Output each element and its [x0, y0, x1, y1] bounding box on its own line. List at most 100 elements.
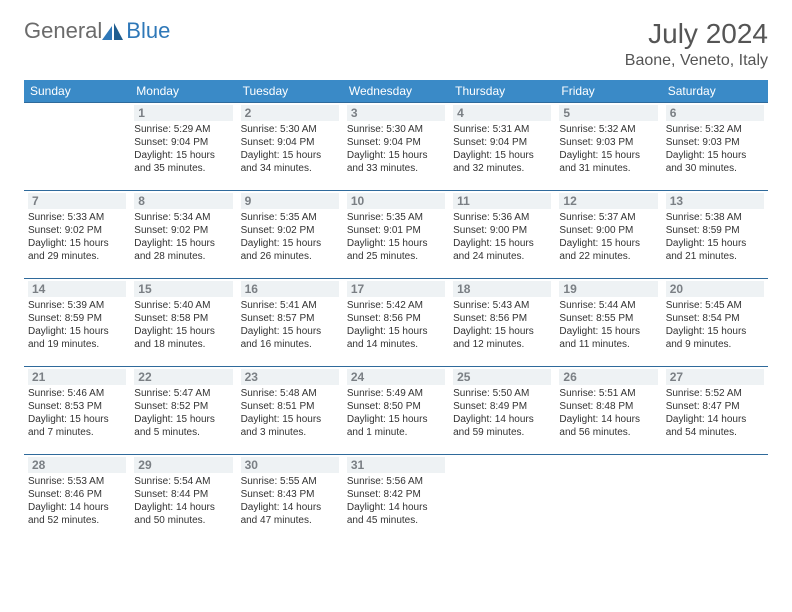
calendar-day-cell: 26 Sunrise: 5:51 AMSunset: 8:48 PMDayligh… [555, 367, 661, 455]
weekday-header: Thursday [449, 80, 555, 103]
day-number: 21 [28, 369, 126, 385]
month-title: July 2024 [625, 18, 768, 50]
day-number: 10 [347, 193, 445, 209]
day-number: 17 [347, 281, 445, 297]
day-number: 29 [134, 457, 232, 473]
calendar-day-cell [449, 455, 555, 543]
day-details: Sunrise: 5:29 AMSunset: 9:04 PMDaylight:… [134, 123, 232, 175]
weekday-header: Sunday [24, 80, 130, 103]
weekday-header: Saturday [662, 80, 768, 103]
calendar-day-cell: 3Sunrise: 5:30 AMSunset: 9:04 PMDaylight… [343, 103, 449, 191]
day-number: 4 [453, 105, 551, 121]
day-number: 11 [453, 193, 551, 209]
day-details: Sunrise: 5:48 AMSunset: 8:51 PMDaylight:… [241, 387, 339, 439]
calendar-day-cell: 23 Sunrise: 5:48 AMSunset: 8:51 PMDayligh… [237, 367, 343, 455]
calendar-day-cell: 5 Sunrise: 5:32 AMSunset: 9:03 PMDaylight… [555, 103, 661, 191]
day-number: 30 [241, 457, 339, 473]
day-number: 19 [559, 281, 657, 297]
calendar-week-row: 14 Sunrise: 5:39 AMSunset: 8:59 PMDayligh… [24, 279, 768, 367]
calendar-day-cell: 12 Sunrise: 5:37 AMSunset: 9:00 PMDayligh… [555, 191, 661, 279]
calendar-day-cell: 19 Sunrise: 5:44 AMSunset: 8:55 PMDayligh… [555, 279, 661, 367]
calendar-body: 1 Sunrise: 5:29 AMSunset: 9:04 PMDaylight… [24, 103, 768, 543]
day-number: 22 [134, 369, 232, 385]
calendar-day-cell: 8 Sunrise: 5:34 AMSunset: 9:02 PMDaylight… [130, 191, 236, 279]
calendar-day-cell: 31 Sunrise: 5:56 AMSunset: 8:42 PMDayligh… [343, 455, 449, 543]
day-number: 1 [134, 105, 232, 121]
calendar-table: SundayMondayTuesdayWednesdayThursdayFrid… [24, 80, 768, 543]
weekday-header: Friday [555, 80, 661, 103]
calendar-day-cell: 16 Sunrise: 5:41 AMSunset: 8:57 PMDayligh… [237, 279, 343, 367]
day-details: Sunrise: 5:46 AMSunset: 8:53 PMDaylight:… [28, 387, 126, 439]
day-details: Sunrise: 5:35 AMSunset: 9:01 PMDaylight:… [347, 211, 445, 263]
day-number: 25 [453, 369, 551, 385]
day-details: Sunrise: 5:56 AMSunset: 8:42 PMDaylight:… [347, 475, 445, 527]
day-number: 12 [559, 193, 657, 209]
day-number: 2 [241, 105, 339, 121]
calendar-day-cell: 24Sunrise: 5:49 AMSunset: 8:50 PMDayligh… [343, 367, 449, 455]
calendar-day-cell: 10 Sunrise: 5:35 AMSunset: 9:01 PMDayligh… [343, 191, 449, 279]
day-number: 27 [666, 369, 764, 385]
calendar-day-cell: 27 Sunrise: 5:52 AMSunset: 8:47 PMDayligh… [662, 367, 768, 455]
day-details: Sunrise: 5:42 AMSunset: 8:56 PMDaylight:… [347, 299, 445, 351]
calendar-day-cell: 22 Sunrise: 5:47 AMSunset: 8:52 PMDayligh… [130, 367, 236, 455]
day-number: 28 [28, 457, 126, 473]
day-number: 3 [347, 105, 445, 121]
day-details: Sunrise: 5:45 AMSunset: 8:54 PMDaylight:… [666, 299, 764, 351]
calendar-day-cell: 21 Sunrise: 5:46 AMSunset: 8:53 PMDayligh… [24, 367, 130, 455]
day-details: Sunrise: 5:53 AMSunset: 8:46 PMDaylight:… [28, 475, 126, 527]
day-details: Sunrise: 5:55 AMSunset: 8:43 PMDaylight:… [241, 475, 339, 527]
day-details: Sunrise: 5:52 AMSunset: 8:47 PMDaylight:… [666, 387, 764, 439]
day-number: 16 [241, 281, 339, 297]
day-details: Sunrise: 5:44 AMSunset: 8:55 PMDaylight:… [559, 299, 657, 351]
calendar-week-row: 1 Sunrise: 5:29 AMSunset: 9:04 PMDaylight… [24, 103, 768, 191]
calendar-day-cell: 28 Sunrise: 5:53 AMSunset: 8:46 PMDayligh… [24, 455, 130, 543]
day-number: 31 [347, 457, 445, 473]
day-number: 14 [28, 281, 126, 297]
day-number: 23 [241, 369, 339, 385]
day-number: 15 [134, 281, 232, 297]
calendar-day-cell: 17 Sunrise: 5:42 AMSunset: 8:56 PMDayligh… [343, 279, 449, 367]
brand-general: General [24, 18, 102, 44]
weekday-header: Tuesday [237, 80, 343, 103]
day-details: Sunrise: 5:31 AMSunset: 9:04 PMDaylight:… [453, 123, 551, 175]
day-number: 18 [453, 281, 551, 297]
calendar-day-cell [24, 103, 130, 191]
brand-sail-icon [102, 23, 124, 41]
calendar-day-cell: 15 Sunrise: 5:40 AMSunset: 8:58 PMDayligh… [130, 279, 236, 367]
day-details: Sunrise: 5:41 AMSunset: 8:57 PMDaylight:… [241, 299, 339, 351]
calendar-day-cell: 29Sunrise: 5:54 AMSunset: 8:44 PMDayligh… [130, 455, 236, 543]
calendar-week-row: 28 Sunrise: 5:53 AMSunset: 8:46 PMDayligh… [24, 455, 768, 543]
day-details: Sunrise: 5:39 AMSunset: 8:59 PMDaylight:… [28, 299, 126, 351]
location: Baone, Veneto, Italy [625, 52, 768, 70]
calendar-day-cell: 7 Sunrise: 5:33 AMSunset: 9:02 PMDaylight… [24, 191, 130, 279]
day-details: Sunrise: 5:33 AMSunset: 9:02 PMDaylight:… [28, 211, 126, 263]
calendar-day-cell [555, 455, 661, 543]
day-details: Sunrise: 5:38 AMSunset: 8:59 PMDaylight:… [666, 211, 764, 263]
calendar-day-cell: 13 Sunrise: 5:38 AMSunset: 8:59 PMDayligh… [662, 191, 768, 279]
day-details: Sunrise: 5:40 AMSunset: 8:58 PMDaylight:… [134, 299, 232, 351]
day-details: Sunrise: 5:32 AMSunset: 9:03 PMDaylight:… [559, 123, 657, 175]
header: General Blue July 2024 Baone, Veneto, It… [24, 18, 768, 70]
day-number: 13 [666, 193, 764, 209]
day-details: Sunrise: 5:47 AMSunset: 8:52 PMDaylight:… [134, 387, 232, 439]
calendar-day-cell: 30 Sunrise: 5:55 AMSunset: 8:43 PMDayligh… [237, 455, 343, 543]
day-details: Sunrise: 5:37 AMSunset: 9:00 PMDaylight:… [559, 211, 657, 263]
day-details: Sunrise: 5:35 AMSunset: 9:02 PMDaylight:… [241, 211, 339, 263]
brand-logo: General Blue [24, 18, 170, 44]
calendar-day-cell: 11Sunrise: 5:36 AMSunset: 9:00 PMDayligh… [449, 191, 555, 279]
day-number: 8 [134, 193, 232, 209]
calendar-day-cell: 1 Sunrise: 5:29 AMSunset: 9:04 PMDaylight… [130, 103, 236, 191]
day-number: 26 [559, 369, 657, 385]
calendar-week-row: 7 Sunrise: 5:33 AMSunset: 9:02 PMDaylight… [24, 191, 768, 279]
day-details: Sunrise: 5:51 AMSunset: 8:48 PMDaylight:… [559, 387, 657, 439]
day-details: Sunrise: 5:50 AMSunset: 8:49 PMDaylight:… [453, 387, 551, 439]
day-number: 20 [666, 281, 764, 297]
calendar-day-cell: 6Sunrise: 5:32 AMSunset: 9:03 PMDaylight… [662, 103, 768, 191]
day-details: Sunrise: 5:34 AMSunset: 9:02 PMDaylight:… [134, 211, 232, 263]
brand-blue: Blue [126, 18, 170, 44]
calendar-week-row: 21 Sunrise: 5:46 AMSunset: 8:53 PMDayligh… [24, 367, 768, 455]
day-number: 7 [28, 193, 126, 209]
calendar-header-row: SundayMondayTuesdayWednesdayThursdayFrid… [24, 80, 768, 103]
day-details: Sunrise: 5:32 AMSunset: 9:03 PMDaylight:… [666, 123, 764, 175]
day-number: 5 [559, 105, 657, 121]
